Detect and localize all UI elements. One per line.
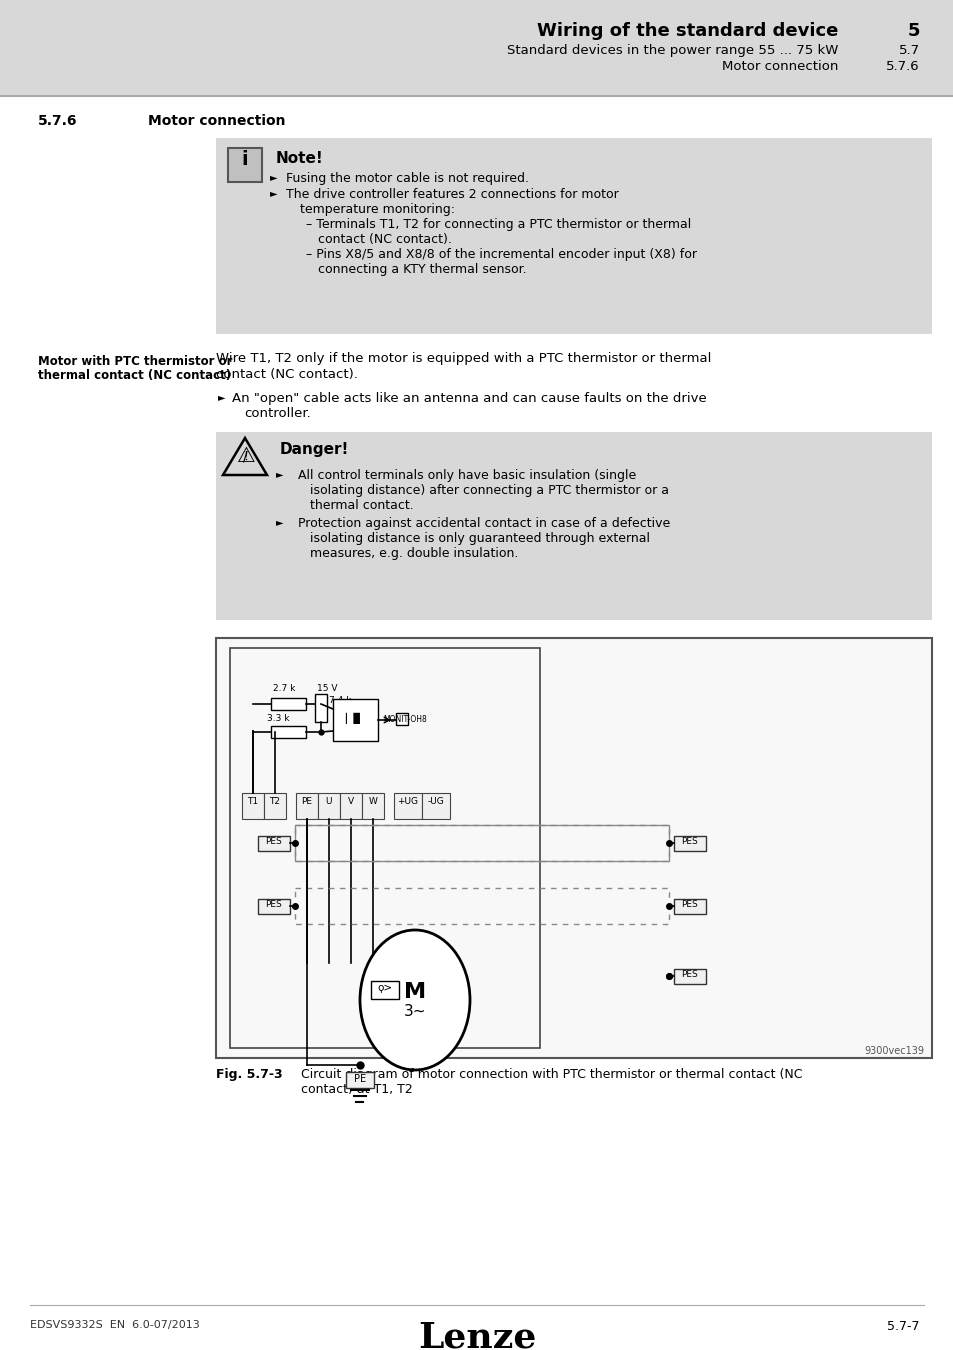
Text: 5.7.6: 5.7.6	[885, 59, 919, 73]
Text: controller.: controller.	[244, 406, 311, 420]
Text: Note!: Note!	[275, 151, 323, 166]
Text: T1: T1	[247, 796, 258, 806]
Text: Motor connection: Motor connection	[720, 59, 837, 73]
Bar	[215, 639, 931, 1058]
Text: – Terminals T1, T2 for connecting a PTC thermistor or thermal: – Terminals T1, T2 for connecting a PTC …	[306, 217, 691, 231]
Text: EDSVS9332S  EN  6.0-07/2013: EDSVS9332S EN 6.0-07/2013	[30, 1320, 199, 1330]
Bar	[421, 792, 450, 819]
Bar	[371, 981, 398, 999]
Bar	[294, 888, 668, 923]
Text: isolating distance) after connecting a PTC thermistor or a: isolating distance) after connecting a P…	[310, 485, 668, 497]
Text: Lenze: Lenze	[417, 1320, 536, 1350]
Text: W: W	[368, 796, 377, 806]
Text: isolating distance is only guaranteed through external: isolating distance is only guaranteed th…	[310, 532, 649, 545]
Text: 5: 5	[906, 22, 919, 40]
Bar	[215, 138, 931, 333]
Text: 5.7-7: 5.7-7	[886, 1320, 919, 1332]
Text: contact (NC contact).: contact (NC contact).	[215, 369, 357, 381]
Text: Protection against accidental contact in case of a defective: Protection against accidental contact in…	[297, 517, 670, 531]
Text: V: V	[348, 796, 354, 806]
Text: +UG: +UG	[397, 796, 418, 806]
Bar	[264, 792, 286, 819]
Bar	[271, 698, 306, 710]
Text: PE: PE	[354, 1075, 366, 1084]
Bar	[257, 836, 290, 850]
Text: Standard devices in the power range 55 ... 75 kW: Standard devices in the power range 55 .…	[506, 45, 837, 57]
Text: Fig. 5.7-3: Fig. 5.7-3	[215, 1068, 282, 1081]
Ellipse shape	[359, 930, 470, 1071]
Text: ϙ>: ϙ>	[377, 983, 392, 994]
Polygon shape	[223, 437, 267, 475]
Bar	[230, 648, 539, 1048]
Text: i: i	[241, 150, 248, 169]
Bar	[673, 836, 705, 850]
Text: measures, e.g. double insulation.: measures, e.g. double insulation.	[310, 547, 517, 560]
Text: Fusing the motor cable is not required.: Fusing the motor cable is not required.	[286, 171, 529, 185]
Bar	[673, 969, 705, 984]
Text: 5.7.6: 5.7.6	[38, 113, 77, 128]
Text: contact (NC contact).: contact (NC contact).	[317, 234, 452, 246]
Text: connecting a KTY thermal sensor.: connecting a KTY thermal sensor.	[317, 263, 526, 275]
Bar	[295, 792, 317, 819]
Text: ►: ►	[270, 171, 277, 182]
Text: contact) at T1, T2: contact) at T1, T2	[301, 1083, 413, 1096]
Bar	[257, 899, 290, 914]
Text: Wire T1, T2 only if the motor is equipped with a PTC thermistor or thermal: Wire T1, T2 only if the motor is equippe…	[215, 352, 711, 365]
Text: temperature monitoring:: temperature monitoring:	[299, 202, 455, 216]
Bar	[361, 792, 384, 819]
Text: ►: ►	[275, 517, 283, 526]
Text: 2.7 k: 2.7 k	[273, 684, 295, 693]
Text: Danger!: Danger!	[280, 441, 349, 458]
Text: 5.7: 5.7	[898, 45, 919, 57]
Bar	[228, 148, 262, 182]
Text: 7.4 k: 7.4 k	[329, 697, 351, 705]
Text: PES: PES	[680, 837, 698, 846]
Bar	[673, 899, 705, 914]
Text: PE: PE	[301, 796, 313, 806]
Bar	[242, 792, 264, 819]
Text: M: M	[403, 981, 426, 1002]
Bar	[333, 699, 377, 741]
Text: – Pins X8/5 and X8/8 of the incremental encoder input (X8) for: – Pins X8/5 and X8/8 of the incremental …	[306, 248, 697, 261]
Text: 3~: 3~	[403, 1004, 426, 1019]
Bar	[395, 713, 408, 725]
Text: 9300vec139: 9300vec139	[863, 1046, 923, 1056]
Text: -UG: -UG	[427, 796, 444, 806]
Text: ►: ►	[270, 188, 277, 198]
Text: ►: ►	[275, 468, 283, 479]
Bar	[294, 825, 668, 861]
Text: PES: PES	[265, 900, 282, 909]
Bar	[215, 432, 931, 620]
Bar	[346, 1072, 374, 1088]
Text: MONIT-OH8: MONIT-OH8	[382, 716, 426, 724]
Text: T2: T2	[269, 796, 280, 806]
Text: PES: PES	[265, 837, 282, 846]
Text: Motor connection: Motor connection	[148, 113, 285, 128]
Text: U: U	[325, 796, 332, 806]
Text: ►: ►	[218, 392, 225, 402]
Text: ⚠: ⚠	[236, 446, 255, 466]
Text: PES: PES	[680, 971, 698, 979]
Text: PES: PES	[680, 900, 698, 909]
Text: thermal contact.: thermal contact.	[310, 500, 414, 512]
Text: /: /	[242, 450, 247, 464]
Text: 15 V: 15 V	[316, 684, 337, 693]
Text: An "open" cable acts like an antenna and can cause faults on the drive: An "open" cable acts like an antenna and…	[232, 392, 706, 405]
Bar	[314, 694, 327, 722]
Text: ▏▊: ▏▊	[345, 713, 361, 724]
Bar	[271, 726, 306, 738]
Text: All control terminals only have basic insulation (single: All control terminals only have basic in…	[297, 468, 636, 482]
Text: 3.3 k: 3.3 k	[267, 714, 289, 724]
Bar	[339, 792, 361, 819]
Text: Wiring of the standard device: Wiring of the standard device	[536, 22, 837, 40]
Bar	[317, 792, 339, 819]
Text: Motor with PTC thermistor or: Motor with PTC thermistor or	[38, 355, 233, 369]
Text: The drive controller features 2 connections for motor: The drive controller features 2 connecti…	[286, 188, 618, 201]
Bar	[0, 0, 953, 96]
Text: thermal contact (NC contact): thermal contact (NC contact)	[38, 369, 231, 382]
Bar	[394, 792, 421, 819]
Bar	[294, 825, 668, 861]
Text: Circuit diagram of motor connection with PTC thermistor or thermal contact (NC: Circuit diagram of motor connection with…	[301, 1068, 801, 1081]
